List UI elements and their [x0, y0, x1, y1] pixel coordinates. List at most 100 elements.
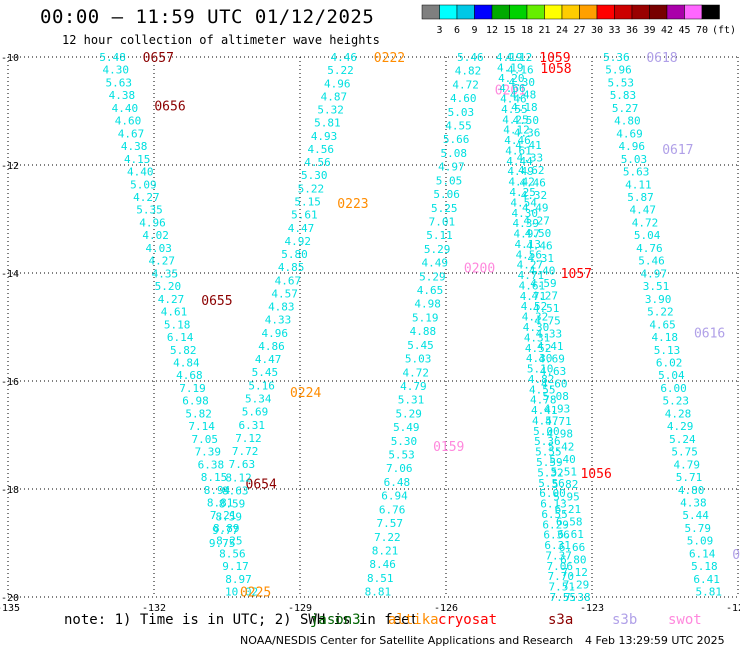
wave-height-label: 5.45	[407, 339, 434, 352]
wave-height-label: 4.93	[311, 130, 338, 143]
wave-height-label: 4.50	[525, 227, 552, 240]
wave-height-label: 7.63	[229, 458, 256, 471]
wave-height-label: 4.31	[524, 331, 551, 344]
colorbar-cell	[474, 4, 493, 20]
wave-height-label: 4.72	[403, 366, 430, 379]
wave-height-label: 5.32	[537, 466, 564, 479]
wave-height-label: 8.25	[216, 535, 243, 548]
wave-height-label: 4.97	[514, 228, 541, 241]
wave-height-label: 8.59	[215, 511, 242, 524]
wave-height-label: 4.19	[497, 61, 524, 74]
wave-height-label: 4.65	[417, 284, 444, 297]
wave-height-label: 4.68	[176, 369, 203, 382]
wave-height-label: 6.29	[542, 518, 569, 531]
wave-height-label: 4.38	[109, 89, 136, 102]
track-swot-mid: 5.464.824.724.605.034.555.665.084.975.05…	[365, 51, 526, 599]
wave-height-label: 4.71	[520, 290, 547, 303]
wave-height-label: 5.29	[395, 407, 422, 420]
track-s3a-west: 5.484.305.634.384.404.604.674.384.154.40…	[99, 51, 277, 599]
colorbar-cell	[614, 4, 633, 20]
wave-height-label: 5.19	[412, 311, 439, 324]
wave-height-label: 5.46	[457, 51, 484, 64]
wave-height-label: 6.61	[557, 528, 584, 541]
colorbar-tick-label: 12	[486, 25, 498, 36]
wave-height-label: 4.49	[507, 165, 534, 178]
wave-height-label: 5.34	[245, 393, 272, 406]
wave-height-label: 5.83	[610, 89, 637, 102]
wave-height-label: 4.27	[149, 255, 176, 268]
colorbar-cell	[439, 4, 458, 20]
colorbar-tick-label: 21	[538, 25, 550, 36]
wave-height-label: 7.19	[179, 382, 206, 395]
wave-height-label: 4.47	[288, 222, 315, 235]
wave-height-label: 9.77	[212, 524, 239, 537]
wave-height-label: 4.55	[501, 103, 528, 116]
wave-height-label: 5.29	[419, 270, 446, 283]
wave-height-label: 5.06	[433, 188, 460, 201]
pass-time-label: 0222	[374, 51, 405, 66]
wave-height-label: 4.12	[506, 51, 533, 64]
wave-height-label: 4.86	[258, 340, 285, 353]
wave-height-label: 8.81	[207, 497, 234, 510]
wave-height-label: 4.87	[321, 90, 348, 103]
colorbar-cell	[596, 4, 615, 20]
wave-height-label: 5.15	[294, 195, 321, 208]
wave-height-label: 5.87	[627, 191, 654, 204]
wave-height-label: 4.56	[308, 143, 335, 156]
colorbar-tick-label: 70	[696, 25, 708, 36]
legend-altika: altika	[388, 612, 439, 628]
wave-height-label: 5.46	[638, 255, 665, 268]
wave-height-label: 6.13	[540, 498, 567, 511]
wave-height-label: 6.31	[238, 419, 265, 432]
wave-height-label: 4.93	[544, 403, 571, 416]
pass-time-label: 0618	[646, 51, 677, 66]
wave-height-label: 7.70	[547, 570, 574, 583]
wave-height-label: 4.79	[674, 458, 701, 471]
wave-height-label: 5.08	[542, 390, 569, 403]
wave-height-label: 5.40	[549, 453, 576, 466]
wave-height-label: 4.98	[414, 298, 441, 311]
legend-jason3: jason3	[310, 612, 361, 628]
wave-height-label: 4.47	[255, 353, 282, 366]
pass-time-label: 1059	[539, 51, 570, 66]
legend-s3a: s3a	[548, 612, 574, 628]
wave-height-label: 6.98	[182, 395, 209, 408]
colorbar-tick-label: 27	[573, 25, 585, 36]
wave-height-label: 5.63	[106, 76, 133, 89]
wave-height-label: 8.97	[225, 573, 252, 586]
wave-height-label: 4.18	[511, 101, 538, 114]
wave-height-label: 5.80	[281, 248, 308, 261]
wave-height-label: 4.75	[534, 315, 561, 328]
wave-height-label: 5.63	[623, 166, 650, 179]
wave-height-label: 4.42	[508, 176, 535, 189]
wave-height-label: 4.60	[115, 115, 142, 128]
wave-height-label: 4.56	[304, 156, 331, 169]
colorbar-cell	[666, 4, 685, 20]
wave-height-label: 5.16	[248, 379, 275, 392]
wave-height-label: 6.94	[381, 490, 408, 503]
wave-height-label: 4.61	[519, 279, 546, 292]
wave-height-label: 4.49	[422, 257, 449, 270]
lat-label: -12	[1, 161, 19, 172]
wave-height-label: 8.94	[204, 484, 231, 497]
wave-height-label: 4.02	[142, 229, 169, 242]
wave-height-label: 4.46	[519, 177, 546, 190]
colorbar-tick-label: 24	[556, 25, 568, 36]
wave-height-label: 4.18	[652, 331, 679, 344]
wave-height-label: 6.55	[541, 508, 568, 521]
wave-height-label: 7.12	[561, 566, 588, 579]
wave-height-label: 4.30	[523, 321, 550, 334]
wave-height-label: 7.55	[550, 591, 577, 604]
wave-height-label: 5.03	[621, 153, 648, 166]
wave-height-label: 5.36	[603, 51, 630, 64]
legend-cryosat: cryosat	[438, 612, 498, 628]
wave-height-label: 4.72	[452, 78, 479, 91]
wave-height-label: 5.53	[607, 76, 634, 89]
colorbar-tick-label: 36	[626, 25, 638, 36]
wave-height-label: 7.29	[563, 578, 590, 591]
pass-time-label: 0224	[290, 386, 321, 401]
wave-height-label: 4.85	[278, 261, 305, 274]
wave-height-label: 4.97	[438, 161, 465, 174]
wave-height-label: 8.15	[201, 471, 228, 484]
